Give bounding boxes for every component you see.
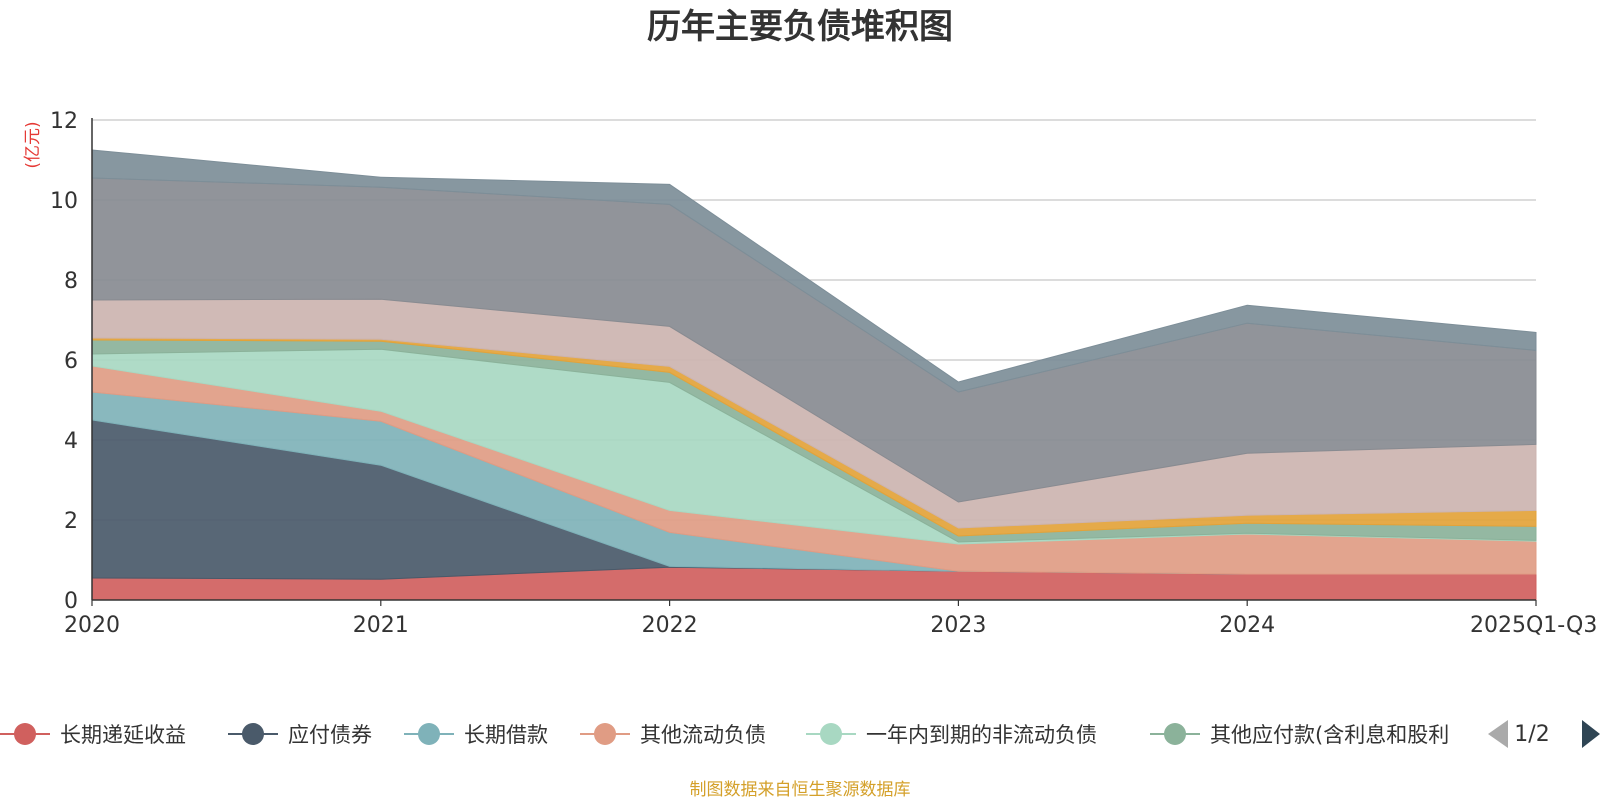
legend-marker-icon xyxy=(242,723,264,745)
legend-label: 一年内到期的非流动负债 xyxy=(866,723,1097,747)
legend: 长期递延收益 应付债券 长期借款 其他流动负债 一年内到期的非流动负债 其他应付款(含利息… xyxy=(0,723,1449,747)
x-tick-label: 2022 xyxy=(642,613,698,638)
legend-marker-icon xyxy=(418,723,440,745)
prev-page-icon[interactable] xyxy=(1488,720,1508,748)
area-series xyxy=(91,149,1537,601)
y-tick-label: 10 xyxy=(50,189,78,214)
legend-marker-icon xyxy=(1164,723,1186,745)
y-tick-label: 2 xyxy=(64,509,78,534)
legend-pager: 1/2 xyxy=(1488,720,1600,748)
chart-title: 历年主要负债堆积图 xyxy=(647,7,953,47)
legend-marker-icon xyxy=(820,723,842,745)
y-tick-label: 0 xyxy=(64,589,78,614)
legend-item[interactable]: 其他应付款(含利息和股利 xyxy=(1150,723,1449,747)
legend-item[interactable]: 长期递延收益 xyxy=(0,723,186,747)
x-tick-label: 2021 xyxy=(353,613,409,638)
y-tick-label: 8 xyxy=(64,269,78,294)
legend-label: 其他应付款(含利息和股利 xyxy=(1210,723,1449,747)
x-tick-label: 2025Q1-Q3 xyxy=(1470,613,1597,638)
legend-item[interactable]: 应付债券 xyxy=(228,723,372,747)
legend-item[interactable]: 其他流动负债 xyxy=(580,723,766,747)
y-tick-label: 4 xyxy=(64,429,78,454)
area-series-10 xyxy=(91,149,1537,393)
y-tick-label: 6 xyxy=(64,349,78,374)
x-tick-label: 2020 xyxy=(64,613,120,638)
legend-label: 应付债券 xyxy=(288,723,372,747)
legend-label: 其他流动负债 xyxy=(640,723,766,747)
legend-item[interactable]: 长期借款 xyxy=(404,723,548,747)
x-tick-labels: 2020 2021 2022 2023 2024 2025Q1-Q3 xyxy=(64,600,1597,638)
legend-marker-icon xyxy=(14,723,36,745)
legend-label: 长期递延收益 xyxy=(60,723,186,747)
y-tick-labels: 0 2 4 6 8 10 12 xyxy=(50,109,78,614)
next-page-icon[interactable] xyxy=(1582,720,1600,748)
y-tick-label: 12 xyxy=(50,109,78,134)
legend-item[interactable]: 一年内到期的非流动负债 xyxy=(806,723,1097,747)
y-axis-label: (亿元) xyxy=(23,121,43,168)
x-tick-label: 2024 xyxy=(1219,613,1275,638)
x-tick-label: 2023 xyxy=(930,613,986,638)
source-note: 制图数据来自恒生聚源数据库 xyxy=(690,780,911,800)
legend-marker-icon xyxy=(594,723,616,745)
legend-page-indicator: 1/2 xyxy=(1514,722,1549,747)
legend-label: 长期借款 xyxy=(464,723,548,747)
axes xyxy=(91,118,1536,601)
